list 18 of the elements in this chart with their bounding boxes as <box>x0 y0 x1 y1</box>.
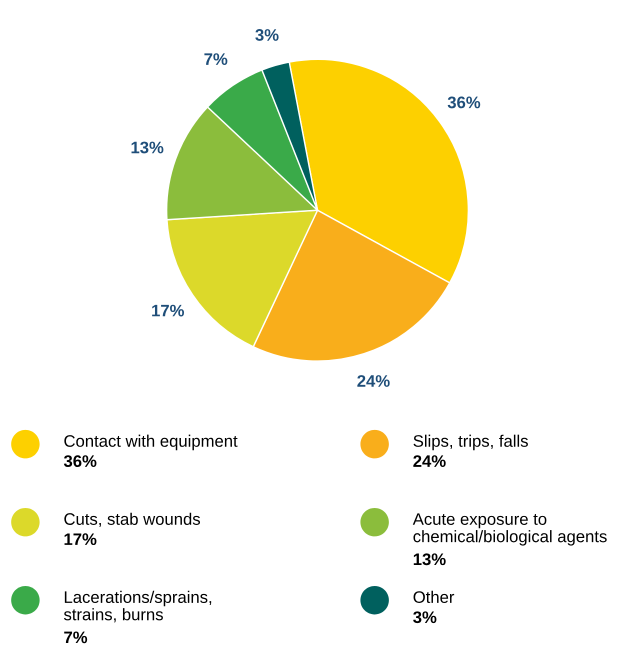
text: 7% <box>64 631 88 644</box>
legend-label: Lacerations/sprains, strains, burns <box>64 590 212 622</box>
legend-label: Slips, trips, falls <box>414 434 528 450</box>
text: 36% <box>64 455 96 468</box>
data-label: 3% <box>255 29 279 41</box>
legend-label: Other <box>414 590 454 604</box>
data-label: 13% <box>132 142 164 154</box>
text: 3% <box>413 611 436 624</box>
text: 24% <box>413 455 446 467</box>
data-label: 36% <box>448 96 480 108</box>
data-label: 17% <box>152 304 184 316</box>
data-label: 7% <box>204 53 228 65</box>
text: 13% <box>414 553 446 566</box>
legend-label: Cuts, stab wounds <box>64 512 200 527</box>
legend-label: Acute exposure to chemical/biological agents <box>412 513 607 546</box>
legend-label: Contact with equipment <box>64 434 238 450</box>
text: 17% <box>64 533 96 546</box>
data-label: 24% <box>357 375 390 387</box>
